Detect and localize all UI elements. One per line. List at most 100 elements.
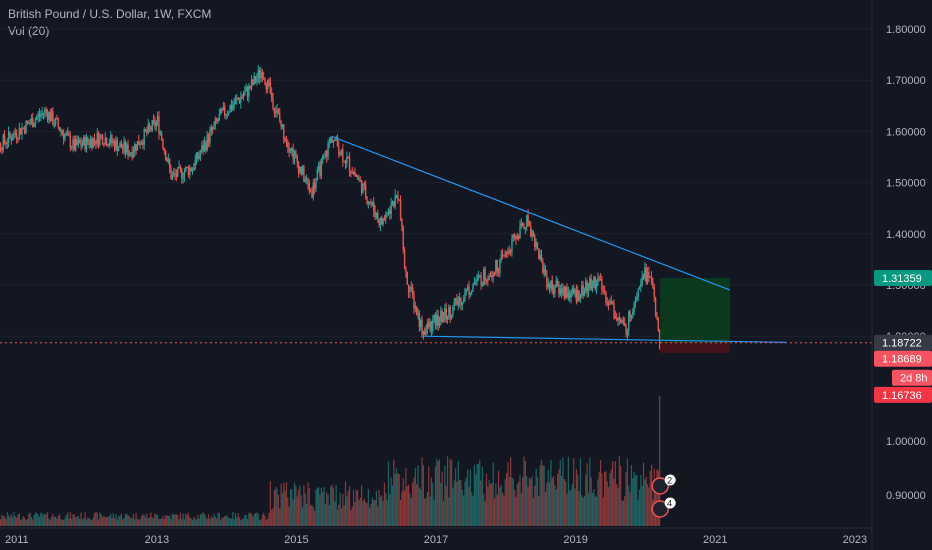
candle-body — [598, 278, 600, 280]
volume-bar — [530, 479, 532, 526]
candle-body — [113, 141, 116, 150]
candle-body — [488, 275, 490, 281]
candle-body — [583, 291, 586, 296]
volume-bar — [370, 503, 372, 526]
volume-bar — [187, 512, 190, 526]
volume-bar — [573, 458, 575, 526]
long-position-tool[interactable] — [660, 278, 730, 353]
candle-body — [77, 140, 80, 145]
event-badges[interactable]: 24 — [651, 474, 676, 518]
candle-body — [45, 109, 47, 112]
candle-body — [214, 118, 217, 125]
volume-bar — [60, 519, 62, 526]
volume-bar — [263, 512, 265, 526]
candle-body — [285, 140, 288, 142]
candle-body — [374, 210, 376, 218]
candle-body — [155, 121, 157, 127]
volume-bar — [535, 468, 537, 526]
volume-bar — [516, 484, 518, 526]
volume-bar — [174, 514, 176, 526]
candle-body — [512, 235, 515, 239]
volume-bar — [412, 482, 414, 526]
candle-body — [441, 311, 443, 323]
volume-bar — [343, 505, 345, 526]
candle-body — [426, 322, 429, 329]
candle-body — [315, 180, 317, 189]
candle-body — [131, 152, 133, 157]
candle-body — [288, 147, 290, 152]
candle-body — [284, 138, 286, 141]
volume-bar — [546, 483, 548, 526]
volume-bar — [504, 479, 506, 526]
candle-body — [280, 120, 282, 127]
volume-bar — [144, 517, 147, 526]
volume-bar — [178, 519, 180, 526]
candle-body — [415, 306, 418, 315]
candle-body — [24, 127, 26, 134]
volume-bar — [524, 461, 526, 526]
volume-bar — [214, 516, 216, 526]
candle-body — [582, 285, 584, 296]
candle-body — [601, 278, 603, 290]
candle-body — [468, 286, 470, 295]
candle-body — [181, 168, 183, 179]
candle-body — [42, 112, 45, 114]
candle-body — [539, 255, 541, 260]
volume-bar — [10, 514, 12, 526]
volume-bar — [166, 515, 168, 526]
candle-body — [536, 242, 539, 249]
trendlines[interactable] — [0, 135, 872, 344]
time-axis[interactable]: 2011 2013 2015 2017 2019 2021 2023 — [0, 527, 872, 546]
volume-bar — [26, 519, 28, 526]
volume-bar — [469, 469, 471, 526]
volume-bar — [579, 458, 582, 526]
volume-bar — [205, 517, 207, 526]
volume-bar — [203, 513, 206, 526]
volume-bar — [96, 512, 98, 526]
candle-body — [382, 218, 384, 225]
volume-bar — [373, 500, 375, 526]
volume-bar — [322, 491, 324, 526]
volume-bar — [308, 488, 310, 526]
volume-bar — [402, 478, 404, 526]
candle-body — [589, 278, 591, 288]
candle-body — [238, 99, 241, 103]
candle-body — [424, 331, 426, 335]
candle-body — [183, 171, 186, 178]
candle-body — [522, 223, 524, 227]
candle-body — [484, 269, 486, 280]
volume-bar — [244, 514, 246, 526]
volume-bar — [79, 518, 81, 526]
candle-body — [323, 154, 325, 156]
volume-bar — [318, 487, 320, 526]
volume-bar — [295, 486, 297, 526]
candle-body — [215, 118, 218, 122]
volume-bar — [348, 485, 351, 526]
candle-body — [403, 249, 406, 269]
candle-body — [10, 136, 12, 141]
volume-bar — [622, 500, 624, 526]
candle-body — [2, 135, 4, 151]
volume-bar — [484, 500, 486, 526]
volume-bar — [261, 514, 263, 526]
candle-body — [244, 91, 246, 96]
volume-bar — [71, 518, 73, 526]
volume-bar — [587, 492, 590, 526]
volume-bar — [221, 517, 223, 526]
candle-body — [418, 312, 421, 327]
candle-body — [332, 139, 335, 143]
volume-bar — [36, 512, 38, 526]
candle-body — [281, 124, 284, 127]
candle-body — [322, 155, 324, 160]
candle-body — [640, 283, 642, 287]
volume-bar — [547, 469, 549, 526]
candle-body — [134, 144, 136, 152]
volume-bar — [644, 479, 646, 526]
candle-body — [309, 191, 312, 193]
candle-body — [381, 218, 383, 225]
candle-body — [178, 166, 180, 168]
candle-body — [399, 200, 402, 219]
volume-bar — [657, 470, 659, 526]
volume-bar — [620, 465, 622, 526]
